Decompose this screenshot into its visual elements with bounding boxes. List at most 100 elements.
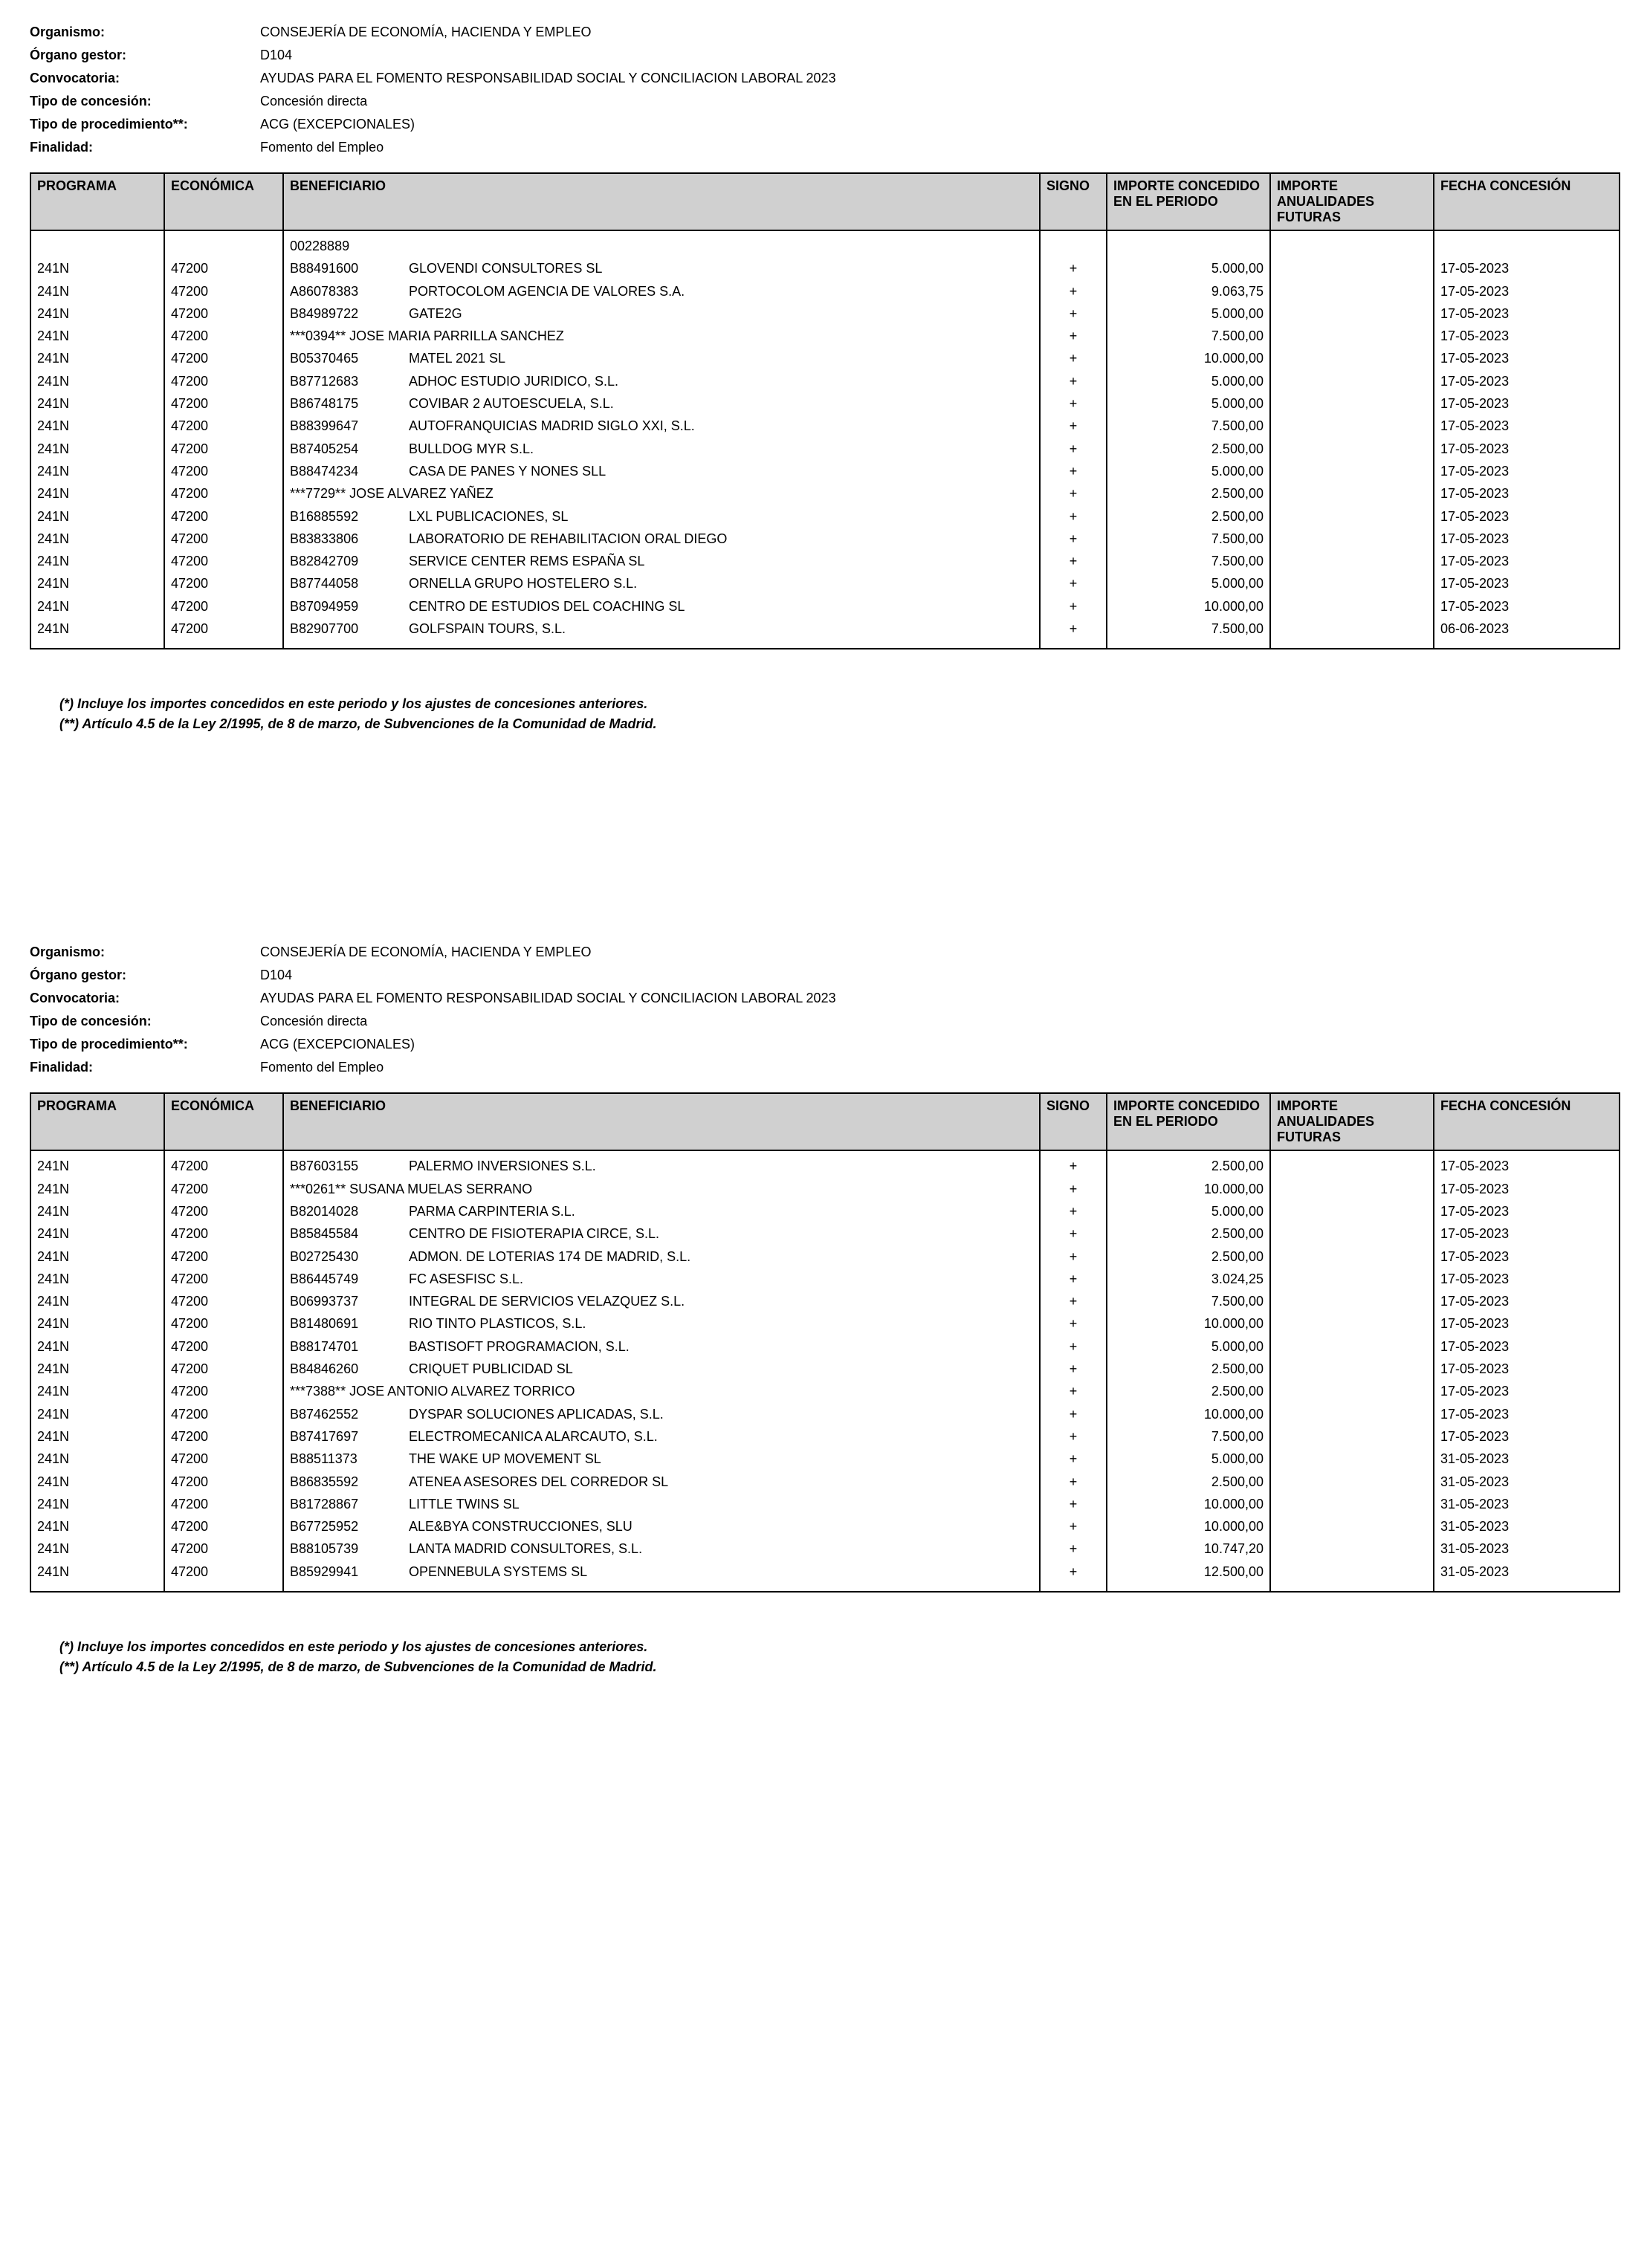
- cell-programa: 241N: [30, 1312, 164, 1335]
- cell-importe-futuras: [1270, 280, 1434, 302]
- label-organo-gestor: Órgano gestor:: [30, 45, 260, 65]
- table-row: 241N47200B81480691RIO TINTO PLASTICOS, S…: [30, 1312, 1620, 1335]
- cell-programa: 241N: [30, 482, 164, 505]
- cell-beneficiario: ***0261** SUSANA MUELAS SERRANO: [283, 1178, 1040, 1200]
- beneficiario-id: B86748175: [290, 395, 409, 412]
- cell-importe-periodo: 7.500,00: [1107, 618, 1270, 649]
- beneficiario-id: A86078383: [290, 282, 409, 300]
- table-row: 241N47200***0261** SUSANA MUELAS SERRANO…: [30, 1178, 1620, 1200]
- beneficiario-name: PORTOCOLOM AGENCIA DE VALORES S.A.: [409, 282, 1033, 300]
- beneficiario-id: B88174701: [290, 1338, 409, 1355]
- beneficiario-name: PARMA CARPINTERIA S.L.: [409, 1202, 1033, 1220]
- beneficiario-id: B81728867: [290, 1495, 409, 1513]
- table-row: 241N47200B67725952ALE&BYA CONSTRUCCIONES…: [30, 1515, 1620, 1538]
- beneficiario-id: B88511373: [290, 1450, 409, 1468]
- cell-importe-periodo: 5.000,00: [1107, 370, 1270, 392]
- cell-signo: +: [1040, 1538, 1107, 1560]
- beneficiario-id: B87094959: [290, 597, 409, 615]
- cell-economica: 47200: [164, 460, 283, 482]
- table-row: 241N47200B88399647AUTOFRANQUICIAS MADRID…: [30, 415, 1620, 437]
- cell-signo: +: [1040, 1312, 1107, 1335]
- cell-fecha: 17-05-2023: [1434, 1425, 1620, 1448]
- cell-beneficiario: B87603155PALERMO INVERSIONES S.L.: [283, 1150, 1040, 1177]
- beneficiario-id: B88105739: [290, 1540, 409, 1558]
- label-convocatoria: Convocatoria:: [30, 988, 260, 1008]
- cell-economica: 47200: [164, 347, 283, 369]
- cell-programa: 241N: [30, 1200, 164, 1222]
- cell-importe-futuras: [1270, 302, 1434, 325]
- table-row: 241N47200B84989722GATE2G+5.000,0017-05-2…: [30, 302, 1620, 325]
- table-row: 241N47200B88174701BASTISOFT PROGRAMACION…: [30, 1335, 1620, 1358]
- beneficiario-id: B86445749: [290, 1270, 409, 1288]
- cell-fecha: 17-05-2023: [1434, 1222, 1620, 1245]
- cell-empty: [30, 230, 164, 257]
- cell-empty: [1107, 230, 1270, 257]
- cell-programa: 241N: [30, 572, 164, 594]
- cell-beneficiario: B83833806LABORATORIO DE REHABILITACION O…: [283, 528, 1040, 550]
- cell-programa: 241N: [30, 1380, 164, 1402]
- beneficiario-name: DYSPAR SOLUCIONES APLICADAS, S.L.: [409, 1405, 1033, 1423]
- cell-programa: 241N: [30, 1222, 164, 1245]
- cell-beneficiario: B81480691RIO TINTO PLASTICOS, S.L.: [283, 1312, 1040, 1335]
- cell-fecha: 31-05-2023: [1434, 1515, 1620, 1538]
- cell-fecha: 17-05-2023: [1434, 1312, 1620, 1335]
- cell-programa: 241N: [30, 1358, 164, 1380]
- cell-signo: +: [1040, 550, 1107, 572]
- cell-importe-futuras: [1270, 1425, 1434, 1448]
- beneficiario-name: ORNELLA GRUPO HOSTELERO S.L.: [409, 574, 1033, 592]
- table-body-1: 00228889241N47200B88491600GLOVENDI CONSU…: [30, 230, 1620, 649]
- cell-economica: 47200: [164, 595, 283, 618]
- beneficiario-id: B86835592: [290, 1473, 409, 1491]
- cell-beneficiario: B87462552DYSPAR SOLUCIONES APLICADAS, S.…: [283, 1403, 1040, 1425]
- cell-beneficiario: B87744058ORNELLA GRUPO HOSTELERO S.L.: [283, 572, 1040, 594]
- beneficiario-id: B82842709: [290, 552, 409, 570]
- cell-fecha: 17-05-2023: [1434, 460, 1620, 482]
- label-organismo: Organismo:: [30, 22, 260, 42]
- cell-importe-futuras: [1270, 1448, 1434, 1470]
- label-tipo-procedimiento: Tipo de procedimiento**:: [30, 1034, 260, 1054]
- cell-signo: +: [1040, 1358, 1107, 1380]
- cell-economica: 47200: [164, 1245, 283, 1268]
- grants-table-1: PROGRAMA ECONÓMICA BENEFICIARIO SIGNO IM…: [30, 172, 1620, 649]
- cell-signo: +: [1040, 1150, 1107, 1177]
- cell-fecha: 17-05-2023: [1434, 1403, 1620, 1425]
- cell-programa: 241N: [30, 528, 164, 550]
- cell-importe-periodo: 5.000,00: [1107, 257, 1270, 279]
- beneficiario-name: CASA DE PANES Y NONES SLL: [409, 462, 1033, 480]
- cell-fecha: 17-05-2023: [1434, 1358, 1620, 1380]
- table-row: 241N47200B87417697ELECTROMECANICA ALARCA…: [30, 1425, 1620, 1448]
- cell-signo: +: [1040, 1380, 1107, 1402]
- cell-importe-periodo: 10.000,00: [1107, 347, 1270, 369]
- cell-beneficiario: B82907700GOLFSPAIN TOURS, S.L.: [283, 618, 1040, 649]
- cell-importe-futuras: [1270, 528, 1434, 550]
- cell-importe-periodo: 2.500,00: [1107, 1380, 1270, 1402]
- cell-programa: 241N: [30, 370, 164, 392]
- cell-importe-futuras: [1270, 550, 1434, 572]
- cell-programa: 241N: [30, 595, 164, 618]
- cell-importe-periodo: 5.000,00: [1107, 302, 1270, 325]
- footnotes: (*) Incluye los importes concedidos en e…: [30, 694, 1620, 734]
- cell-beneficiario: 00228889: [283, 230, 1040, 257]
- beneficiario-id: B82907700: [290, 620, 409, 638]
- header-row-finalidad: Finalidad: Fomento del Empleo: [30, 1057, 1620, 1078]
- beneficiario-name: THE WAKE UP MOVEMENT SL: [409, 1450, 1033, 1468]
- cell-programa: 241N: [30, 550, 164, 572]
- cell-economica: 47200: [164, 1380, 283, 1402]
- cell-importe-futuras: [1270, 1515, 1434, 1538]
- cell-economica: 47200: [164, 257, 283, 279]
- cell-economica: 47200: [164, 572, 283, 594]
- beneficiario-id: B85845584: [290, 1225, 409, 1242]
- beneficiario-id: B82014028: [290, 1202, 409, 1220]
- cell-importe-futuras: [1270, 1380, 1434, 1402]
- beneficiario-name: GLOVENDI CONSULTORES SL: [409, 259, 1033, 277]
- cell-importe-futuras: [1270, 460, 1434, 482]
- cell-economica: 47200: [164, 1403, 283, 1425]
- cell-signo: +: [1040, 392, 1107, 415]
- value-tipo-concesion: Concesión directa: [260, 91, 1620, 111]
- beneficiario-id: B88474234: [290, 462, 409, 480]
- table-row: 241N47200B83833806LABORATORIO DE REHABIL…: [30, 528, 1620, 550]
- col-signo: SIGNO: [1040, 1093, 1107, 1150]
- cell-signo: +: [1040, 438, 1107, 460]
- cell-importe-periodo: 12.500,00: [1107, 1561, 1270, 1592]
- label-convocatoria: Convocatoria:: [30, 68, 260, 88]
